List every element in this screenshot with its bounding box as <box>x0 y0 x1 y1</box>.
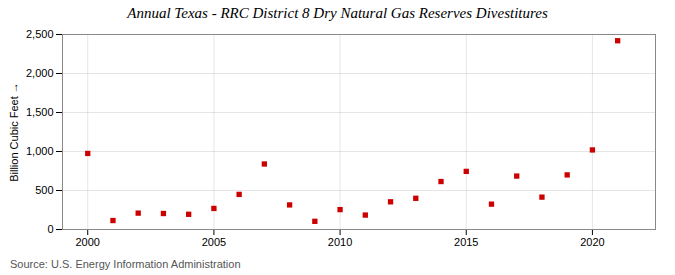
svg-text:2015: 2015 <box>454 236 478 248</box>
svg-text:0: 0 <box>47 223 53 235</box>
svg-text:2010: 2010 <box>328 236 352 248</box>
svg-text:2,500: 2,500 <box>26 28 54 40</box>
svg-text:1,000: 1,000 <box>26 145 54 157</box>
svg-text:2000: 2000 <box>75 236 99 248</box>
svg-text:2005: 2005 <box>202 236 226 248</box>
svg-text:2020: 2020 <box>580 236 604 248</box>
svg-text:1,500: 1,500 <box>26 106 54 118</box>
html-text:Annual Texas - RRC District 8: Annual Texas - RRC District 8 Dry Natura… <box>127 5 548 21</box>
svg-text:500: 500 <box>35 184 53 196</box>
svg-text:Billion Cubic Feet →: Billion Cubic Feet → <box>8 82 20 182</box>
html-text:Source: U.S. Energy Informatio: Source: U.S. Energy Information Administ… <box>10 258 241 270</box>
svg-text:2,000: 2,000 <box>26 67 54 79</box>
